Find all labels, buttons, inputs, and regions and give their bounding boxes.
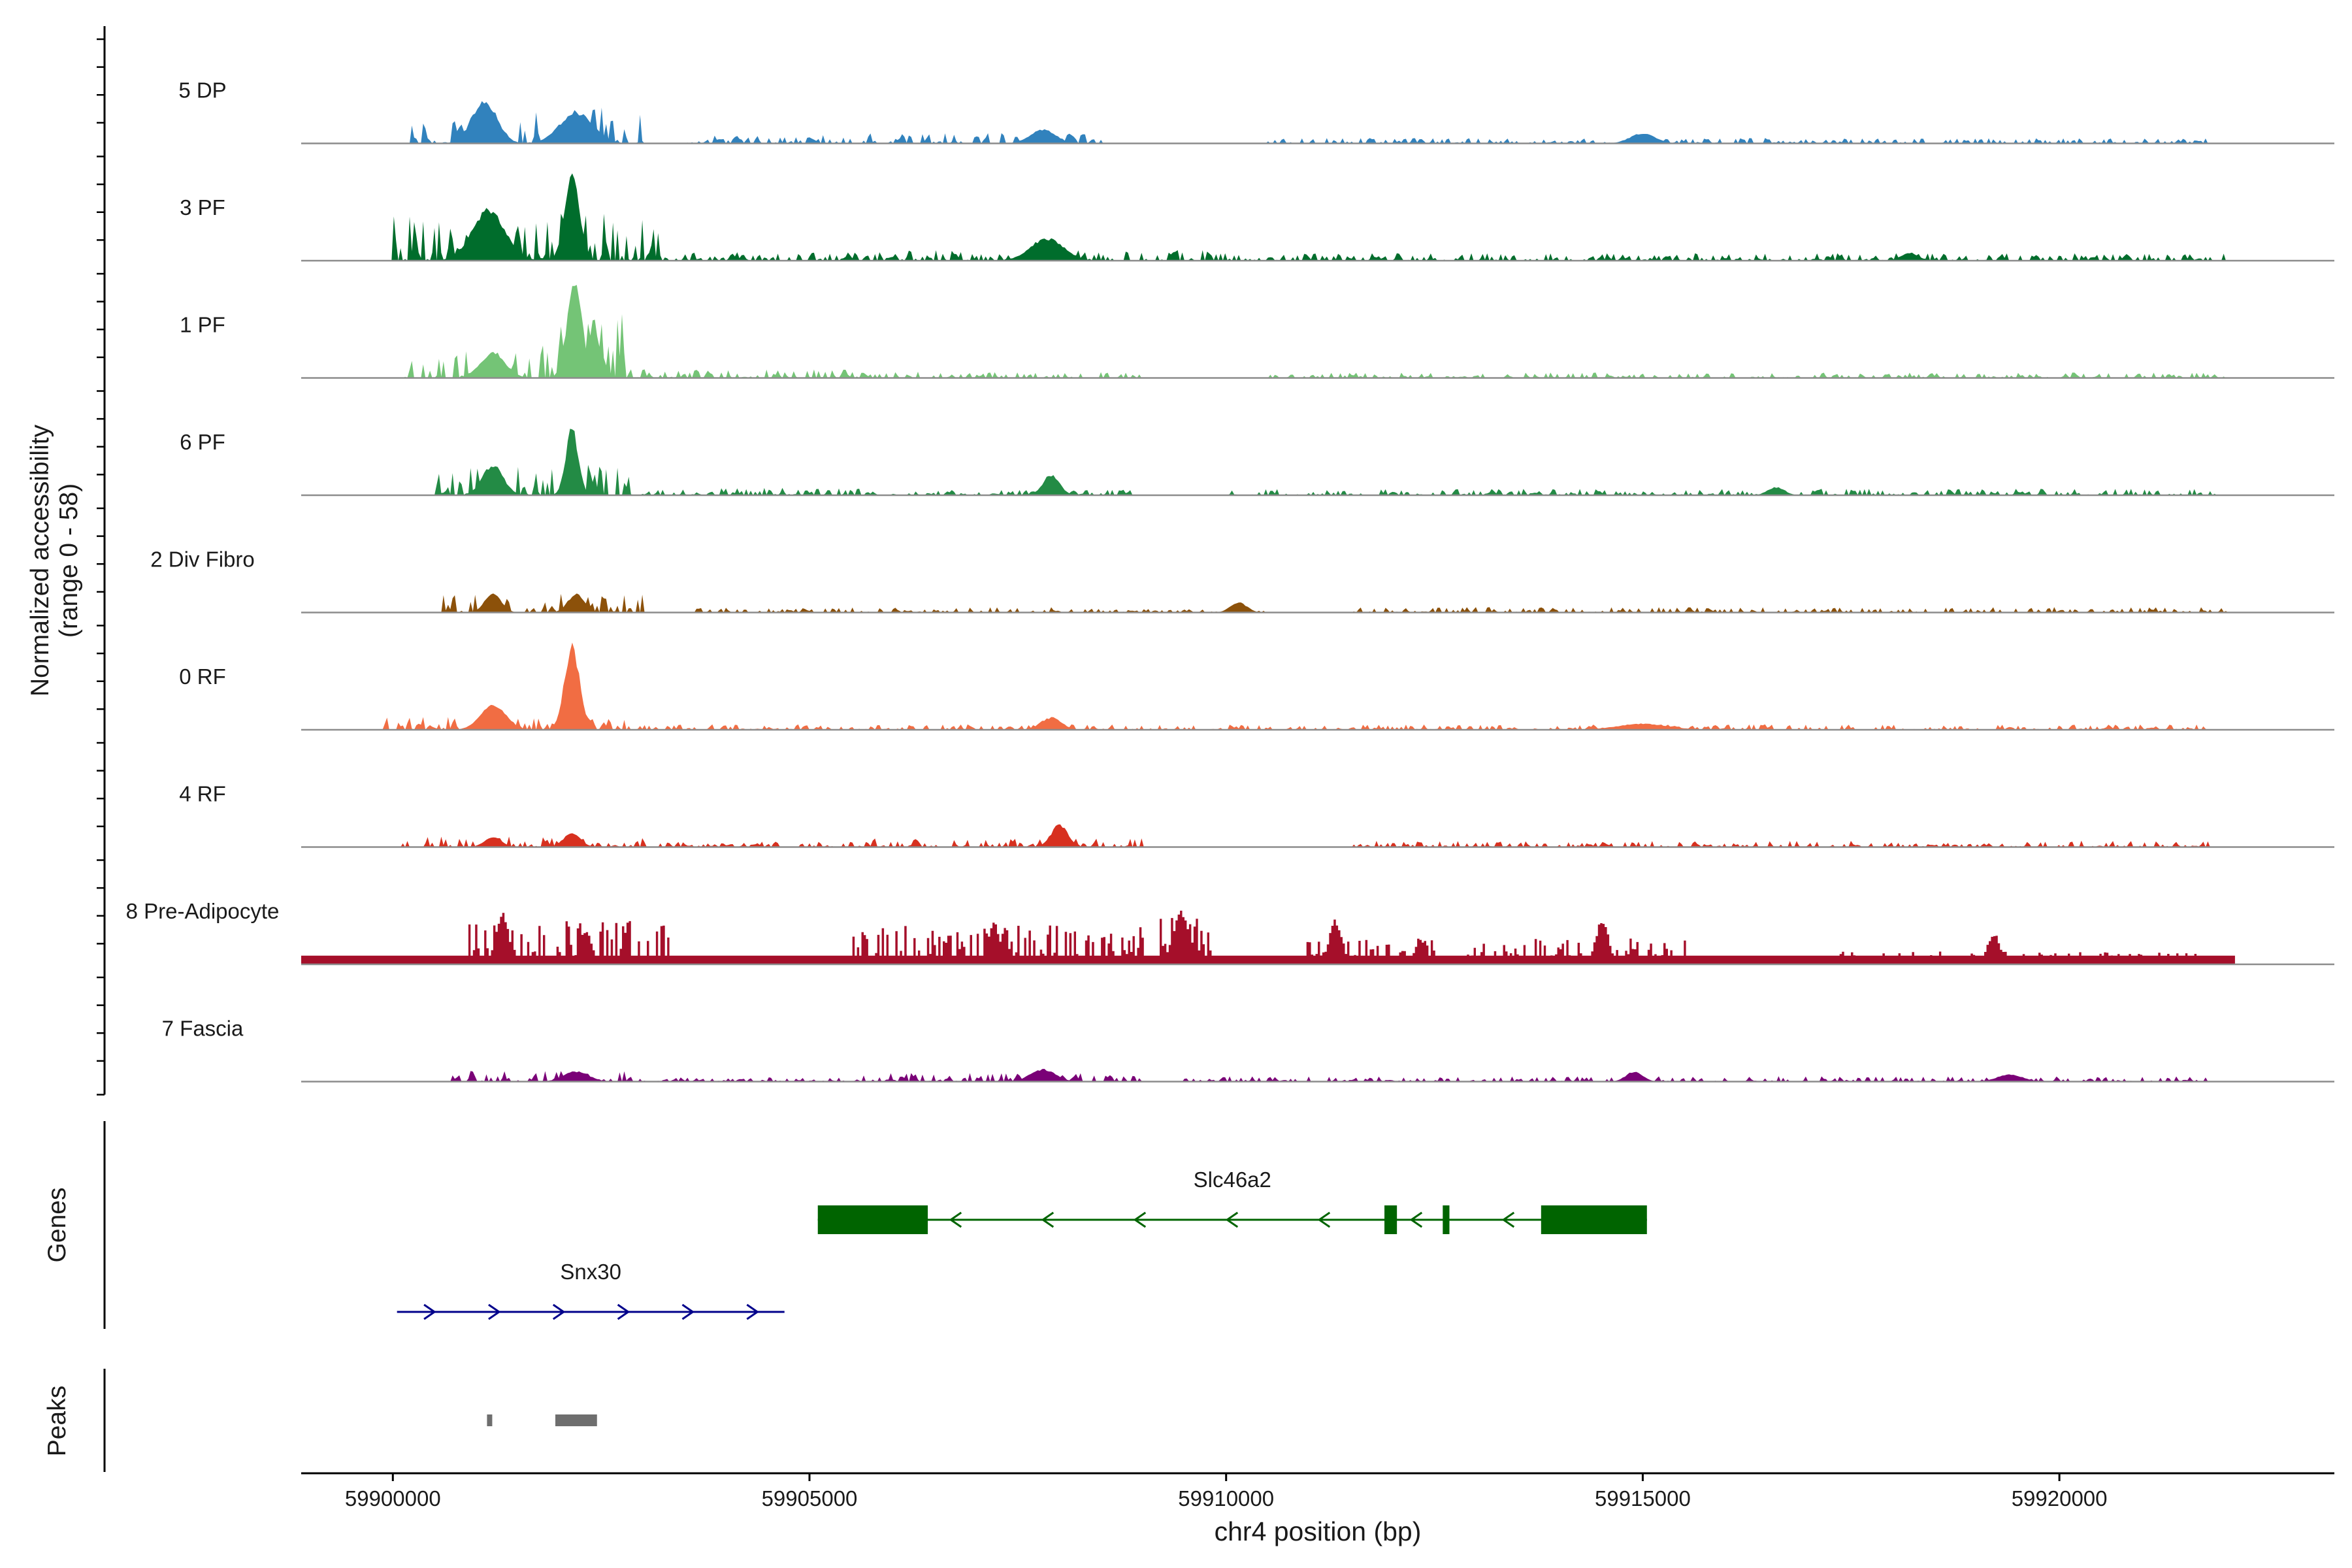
strand-chevron [1225, 1211, 1239, 1228]
strand-chevron [617, 1303, 630, 1320]
coverage-area [301, 101, 2334, 144]
strand-chevron [1501, 1211, 1515, 1228]
x-tick-label: 59905000 [762, 1486, 858, 1511]
coverage-area [301, 429, 2334, 495]
y-axis-label-line1: Normalized accessibility [26, 424, 54, 696]
gene-label: Slc46a2 [1194, 1168, 1271, 1192]
coverage-tracks: 5 DP 3 PF 1 PF 6 PF 2 Div Fibro 0 RF 4 RF 8 Pre… [126, 78, 2334, 1083]
peak-region [555, 1414, 597, 1426]
coverage-area [301, 910, 2334, 964]
track-label: 0 RF [179, 664, 226, 689]
strand-chevron [552, 1303, 566, 1320]
track-4-rf: 4 RF [179, 782, 2334, 848]
gene-exon [1443, 1205, 1450, 1234]
x-tick-label: 59915000 [1595, 1486, 1691, 1511]
track-label: 3 PF [180, 195, 225, 220]
coverage-area [301, 642, 2334, 730]
track-label: 5 DP [178, 78, 226, 103]
x-tick-label: 59910000 [1178, 1486, 1274, 1511]
gene-slc46a2: Slc46a2 [817, 1168, 1647, 1234]
coverage-area [301, 1069, 2334, 1082]
x-tick-label: 59920000 [2012, 1486, 2108, 1511]
track-label: 6 PF [180, 430, 225, 454]
strand-chevron [1409, 1211, 1423, 1228]
track-7-fascia: 7 Fascia [162, 1017, 2334, 1083]
peaks-panel-label: Peaks [43, 1386, 71, 1456]
track-3-pf: 3 PF [180, 173, 2334, 262]
coverage-area [301, 593, 2334, 613]
track-2-div-fibro: 2 Div Fibro [150, 547, 2334, 613]
strand-chevron [1133, 1211, 1147, 1228]
gene-exon [1541, 1205, 1647, 1234]
gene-exon [1384, 1205, 1397, 1234]
track-label: 8 Pre-Adipocyte [126, 899, 280, 923]
gene-label: Snx30 [560, 1260, 621, 1284]
strand-chevron [746, 1303, 759, 1320]
track-8-pre-adipocyte: 8 Pre-Adipocyte [126, 899, 2334, 966]
gene-annotation-panel: Slc46a2 Snx30 [397, 1168, 1647, 1320]
coverage-area [301, 173, 2334, 261]
track-1-pf: 1 PF [180, 285, 2334, 379]
strand-chevron [423, 1303, 436, 1320]
strand-chevron [949, 1211, 962, 1228]
gene-exon [817, 1205, 928, 1234]
gene-snx30: Snx30 [397, 1260, 785, 1320]
x-axis-label: chr4 position (bp) [1215, 1516, 1422, 1546]
strand-chevron [1041, 1211, 1054, 1228]
track-label: 4 RF [179, 782, 226, 806]
track-0-rf: 0 RF [179, 642, 2334, 731]
genes-panel-label: Genes [43, 1188, 71, 1263]
y-axis-label-line2: (range 0 - 58) [55, 483, 83, 638]
strand-chevron [1317, 1211, 1331, 1228]
track-label: 2 Div Fibro [150, 547, 255, 572]
coverage-area [301, 285, 2334, 378]
coverage-area [301, 824, 2334, 847]
peak-region [487, 1414, 493, 1426]
accessibility-y-axis [97, 26, 106, 1096]
x-tick-label: 59900000 [345, 1486, 441, 1511]
strand-chevron [488, 1303, 501, 1320]
track-label: 1 PF [180, 313, 225, 337]
track-6-pf: 6 PF [180, 429, 2334, 497]
track-5-dp: 5 DP [178, 78, 2334, 144]
peak-regions-panel [487, 1414, 597, 1426]
strand-chevron [681, 1303, 695, 1320]
track-label: 7 Fascia [162, 1017, 244, 1041]
x-axis: 59900000 59905000 59910000 59915000 59920000 [345, 1473, 2108, 1511]
